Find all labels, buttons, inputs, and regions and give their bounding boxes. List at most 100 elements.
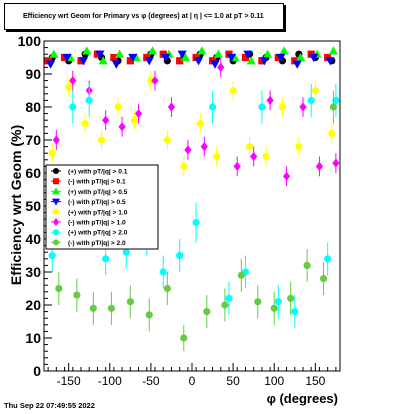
y-tick-label: 20 — [25, 297, 41, 313]
legend-marker — [52, 198, 60, 206]
data-point — [114, 103, 122, 111]
x-axis-label: φ (degrees) — [266, 391, 338, 406]
legend-label: (+) with pT/|q| > 0.5 — [68, 189, 128, 196]
legend-label: (-) with pT/|q| > 0.5 — [68, 199, 126, 206]
data-point — [110, 53, 118, 62]
data-point — [45, 60, 56, 69]
data-point — [213, 152, 221, 161]
data-point — [243, 50, 253, 59]
data-point — [111, 60, 121, 69]
data-point — [278, 103, 287, 111]
data-point — [225, 294, 233, 302]
data-point — [163, 284, 171, 293]
data-point — [292, 60, 302, 69]
y-tick-label: 90 — [25, 66, 41, 82]
data-point — [48, 149, 56, 157]
x-tick-label: 50 — [226, 374, 240, 388]
data-point — [241, 53, 250, 62]
data-point — [62, 53, 72, 63]
data-point — [200, 142, 208, 152]
data-point — [259, 57, 269, 66]
data-point — [126, 298, 134, 306]
data-point — [82, 46, 92, 55]
data-point — [130, 116, 139, 124]
legend-marker — [53, 218, 59, 226]
data-point — [145, 311, 153, 319]
data-point — [263, 49, 273, 58]
data-point — [163, 136, 171, 144]
data-point — [102, 115, 110, 125]
data-point — [266, 95, 274, 105]
data-point — [193, 57, 204, 66]
data-point — [250, 151, 258, 162]
data-point — [73, 291, 81, 299]
data-point — [180, 162, 188, 170]
data-point — [98, 56, 108, 65]
data-point — [276, 53, 286, 63]
data-point — [208, 103, 217, 111]
data-point — [69, 103, 77, 111]
data-point — [144, 57, 154, 66]
data-point — [48, 251, 56, 260]
x-tick-label: -50 — [142, 374, 160, 388]
data-point — [196, 119, 204, 128]
data-point — [177, 50, 187, 59]
legend: (+) with pT/|q| > 0.1 (-) with pT/|q| > 0… — [45, 164, 159, 250]
data-point — [233, 161, 241, 171]
y-tick-label: 0 — [33, 363, 41, 379]
data-point — [122, 248, 130, 256]
data-point — [52, 135, 60, 145]
y-tick-label: 60 — [25, 165, 41, 181]
data-point — [95, 50, 105, 59]
data-point — [134, 109, 143, 119]
data-point — [180, 334, 188, 342]
data-point — [229, 86, 237, 95]
data-point — [262, 152, 270, 161]
legend-marker — [52, 187, 60, 195]
y-axis-label: Efficiency wrt Geom (%) — [8, 124, 24, 286]
series-3 — [45, 50, 335, 69]
legend-marker — [53, 229, 59, 236]
data-point — [309, 53, 319, 63]
x-tick-label: 0 — [189, 374, 196, 388]
data-point — [213, 49, 223, 58]
data-point — [270, 304, 278, 312]
data-point — [65, 83, 73, 91]
data-point — [126, 57, 134, 65]
chart-title: Efficiency wrt Geom for Primary vs φ (de… — [4, 3, 284, 30]
data-point — [147, 77, 155, 85]
legend-marker — [53, 168, 59, 174]
data-point — [291, 308, 299, 316]
y-tick-label: 10 — [25, 330, 41, 346]
legend-label: (-) with pT/|q| > 1.0 — [68, 220, 126, 227]
data-point — [81, 119, 89, 128]
legend-marker — [53, 208, 59, 215]
data-point — [203, 308, 211, 316]
legend-label: (-) with pT/|q| > 0.1 — [68, 179, 126, 186]
footer-timestamp: Thu Sep 22 07:49:55 2022 — [4, 401, 95, 410]
data-point — [118, 122, 126, 132]
data-point — [258, 103, 266, 111]
data-point — [78, 57, 89, 66]
data-point — [328, 129, 336, 137]
x-tick-label: -150 — [57, 374, 81, 388]
data-point — [221, 301, 229, 309]
data-point — [237, 271, 245, 279]
data-point — [180, 52, 191, 62]
data-point — [161, 53, 171, 63]
data-point — [85, 96, 93, 104]
data-point — [307, 96, 315, 104]
y-tick-label: 70 — [25, 132, 41, 148]
data-point — [295, 143, 303, 151]
data-point — [246, 56, 256, 65]
data-point — [55, 284, 63, 293]
x-tick-label: 150 — [305, 374, 325, 388]
series-7 — [55, 90, 338, 352]
legend-marker — [53, 239, 59, 246]
data-point — [115, 49, 125, 58]
y-tick-label: 30 — [25, 264, 41, 280]
data-point — [324, 255, 332, 263]
x-tick-label: 100 — [264, 374, 284, 388]
data-point — [184, 145, 192, 155]
